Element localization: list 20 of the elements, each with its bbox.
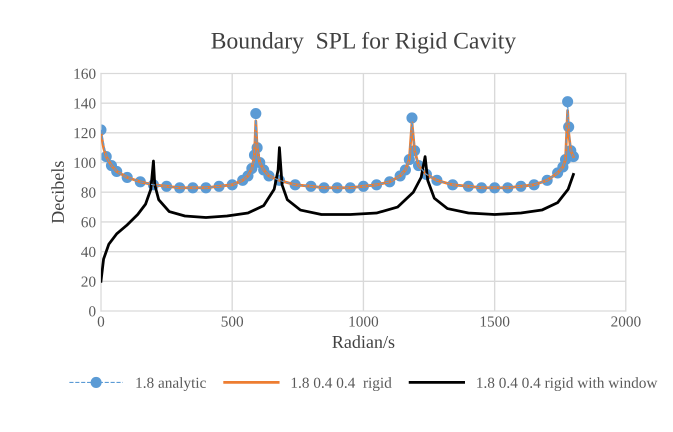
y-tick-label: 20 — [81, 276, 96, 287]
y-tick-label: 140 — [74, 98, 96, 109]
x-tick-label: 2000 — [611, 316, 641, 327]
y-tick-label: 0 — [89, 306, 96, 316]
x-tick-label: 0 — [98, 316, 104, 327]
x-tick-label: 500 — [222, 316, 244, 327]
y-tick-label: 120 — [74, 128, 96, 138]
x-tick-label: 1500 — [480, 316, 510, 327]
y-tick-label: 100 — [74, 158, 96, 168]
x-axis-title: Radian/s — [332, 335, 394, 348]
y-tick-label: 80 — [81, 187, 96, 198]
y-tick-label: 160 — [74, 68, 96, 79]
chart-title: Boundary SPL for Rigid Cavity — [211, 32, 516, 54]
legend-label: 1.8 0.4 0.4 rigid — [292, 377, 392, 392]
y-tick-label: 40 — [81, 246, 96, 258]
x-tick-label: 1000 — [349, 316, 378, 327]
y-axis-title: Decibels — [51, 161, 64, 224]
y-tick-label: 60 — [81, 217, 96, 228]
legend-label: 1.8 analytic — [136, 377, 206, 392]
legend-label: 1.8 0.4 0.4 rigid with window — [477, 377, 658, 392]
